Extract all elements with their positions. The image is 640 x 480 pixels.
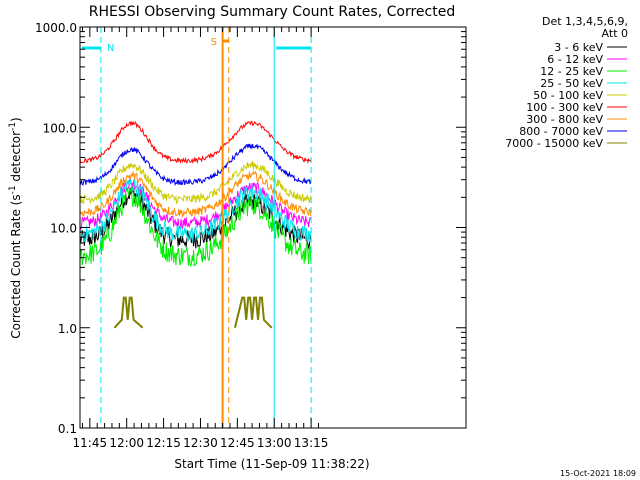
y-tick-label-4: 1000.0: [35, 21, 77, 35]
olive-segment-0: [113, 296, 144, 329]
x-tick-label-0: 11:45: [73, 436, 108, 450]
y-axis-label: Corrected Count Rate (s-1 detector-1): [8, 117, 23, 338]
series-line-4: [79, 160, 312, 206]
series-line-5: [79, 120, 312, 165]
x-tick-label-1: 12:00: [109, 436, 144, 450]
series-line-2: [79, 186, 312, 268]
y-tick-label-1: 1.0: [58, 322, 77, 336]
legend-label-7: 800 - 7000 keV: [519, 125, 603, 138]
legend-label-5: 100 - 300 keV: [526, 101, 603, 114]
x-tick-label-6: 13:15: [294, 436, 329, 450]
legend-label-0: 3 - 6 keV: [554, 41, 603, 54]
legend-header-1: Att 0: [602, 27, 628, 40]
olive-segment-1: [233, 296, 273, 329]
series-line-3: [79, 178, 312, 244]
footer-date: 15-Oct-2021 18:09: [560, 469, 636, 478]
x-tick-label-5: 13:00: [257, 436, 292, 450]
y-tick-label-0: 0.1: [58, 422, 77, 436]
y-tick-label-3: 100.0: [43, 121, 77, 135]
legend-label-4: 50 - 100 keV: [533, 89, 603, 102]
y-axis-label-sup1: -1: [8, 185, 18, 194]
y-tick-label-2: 10.0: [50, 222, 77, 236]
x-tick-label-2: 12:15: [146, 436, 181, 450]
legend-label-2: 12 - 25 keV: [540, 65, 603, 78]
y-axis-label-main: Corrected Count Rate (s: [9, 194, 23, 338]
legend-label-1: 6 - 12 keV: [547, 53, 603, 66]
saa-label: S: [211, 37, 217, 48]
legend-label-3: 25 - 50 keV: [540, 77, 603, 90]
x-tick-label-4: 12:45: [220, 436, 255, 450]
y-axis-label-end: ): [9, 117, 23, 122]
night-label: N: [107, 43, 114, 54]
legend-label-8: 7000 - 15000 keV: [505, 137, 603, 150]
legend-header-0: Det 1,3,4,5,6,9,: [542, 15, 628, 28]
legend-label-6: 300 - 800 keV: [526, 113, 603, 126]
plot-area: NS: [79, 27, 312, 428]
chart-title: RHESSI Observing Summary Count Rates, Co…: [89, 4, 455, 20]
x-tick-label-3: 12:30: [183, 436, 218, 450]
series-line-6: [79, 170, 312, 218]
y-axis-label-sup2: -1: [8, 122, 18, 131]
x-axis-label: Start Time (11-Sep-09 11:38:22): [174, 457, 369, 471]
axes: 0.1 1.0 10.0 100.0 1000.0 11:45 12:00 12:15 12:3…: [35, 21, 467, 450]
series-line-7: [79, 143, 312, 187]
y-axis-label-mid: detector: [9, 131, 23, 186]
